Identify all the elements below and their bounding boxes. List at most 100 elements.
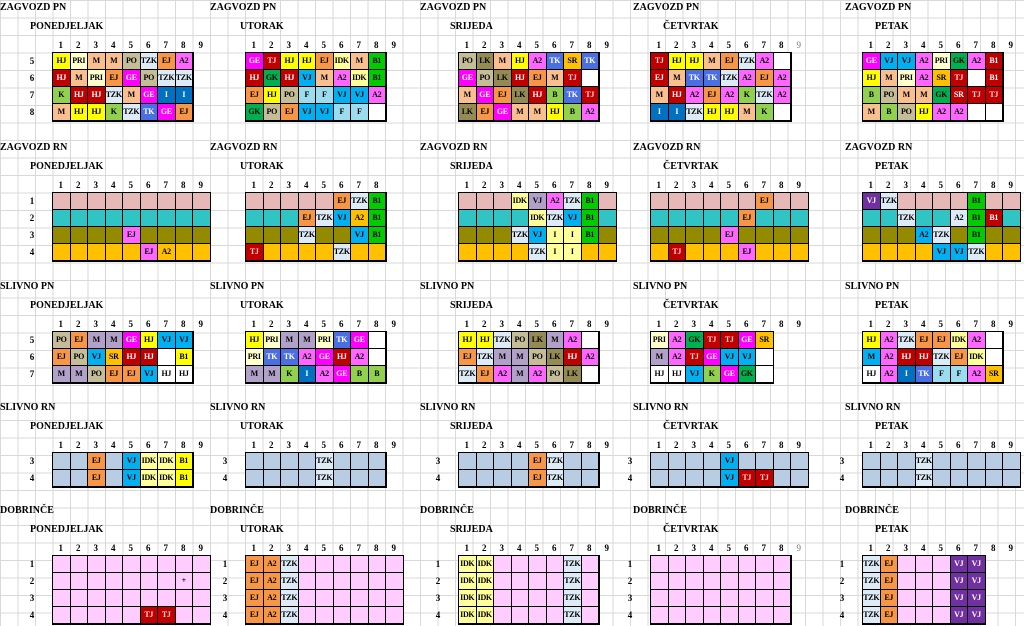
lesson-cell[interactable] — [933, 210, 951, 227]
lesson-cell[interactable] — [298, 590, 316, 607]
lesson-cell[interactable] — [123, 573, 141, 590]
lesson-cell[interactable] — [599, 244, 617, 261]
lesson-cell[interactable] — [53, 244, 71, 261]
lesson-cell[interactable]: HJ — [333, 349, 351, 366]
lesson-cell[interactable] — [686, 227, 704, 244]
lesson-cell[interactable]: VJ — [158, 332, 176, 349]
lesson-cell[interactable] — [105, 556, 123, 573]
lesson-cell[interactable]: TJ — [651, 53, 669, 70]
lesson-cell[interactable]: M — [511, 104, 529, 121]
lesson-cell[interactable]: M — [53, 104, 71, 121]
lesson-cell[interactable]: A2 — [158, 244, 176, 261]
lesson-cell[interactable] — [529, 573, 547, 590]
lesson-cell[interactable] — [651, 227, 669, 244]
lesson-cell[interactable]: F — [933, 366, 951, 383]
lesson-cell[interactable] — [651, 556, 669, 573]
lesson-cell[interactable]: HJ — [564, 349, 582, 366]
lesson-cell[interactable]: EJ — [246, 556, 264, 573]
lesson-cell[interactable]: IDK — [476, 607, 494, 624]
lesson-cell[interactable]: EJ — [529, 453, 547, 470]
lesson-cell[interactable]: TK — [281, 349, 299, 366]
lesson-cell[interactable]: HJ — [511, 70, 529, 87]
lesson-cell[interactable] — [459, 470, 477, 487]
lesson-cell[interactable]: IDK — [459, 556, 477, 573]
lesson-cell[interactable]: A2 — [368, 87, 386, 104]
lesson-cell[interactable] — [756, 349, 774, 366]
lesson-cell[interactable] — [773, 227, 791, 244]
lesson-cell[interactable]: K — [105, 104, 123, 121]
lesson-cell[interactable]: A2 — [175, 53, 193, 70]
lesson-cell[interactable]: EJ — [158, 53, 176, 70]
lesson-cell[interactable]: LK — [529, 332, 547, 349]
lesson-cell[interactable]: TZK — [175, 70, 193, 87]
lesson-cell[interactable] — [351, 244, 369, 261]
lesson-cell[interactable] — [756, 227, 774, 244]
lesson-cell[interactable]: EJ — [459, 349, 477, 366]
lesson-cell[interactable] — [581, 470, 599, 487]
lesson-cell[interactable] — [333, 607, 351, 624]
lesson-cell[interactable]: B1 — [368, 193, 386, 210]
lesson-cell[interactable]: VJ — [123, 470, 141, 487]
lesson-cell[interactable] — [721, 607, 739, 624]
lesson-cell[interactable]: A2 — [263, 573, 281, 590]
lesson-cell[interactable]: M — [651, 349, 669, 366]
lesson-cell[interactable]: A2 — [686, 87, 704, 104]
lesson-cell[interactable] — [738, 607, 756, 624]
lesson-cell[interactable] — [721, 210, 739, 227]
lesson-cell[interactable] — [476, 210, 494, 227]
lesson-cell[interactable]: TJ — [721, 332, 739, 349]
lesson-cell[interactable] — [1003, 244, 1021, 261]
lesson-cell[interactable] — [193, 556, 211, 573]
lesson-cell[interactable] — [950, 453, 968, 470]
lesson-cell[interactable]: GE — [459, 70, 477, 87]
lesson-cell[interactable] — [368, 470, 386, 487]
lesson-cell[interactable] — [898, 227, 916, 244]
lesson-cell[interactable]: TK — [703, 70, 721, 87]
lesson-cell[interactable]: PO — [263, 104, 281, 121]
lesson-cell[interactable] — [668, 470, 686, 487]
lesson-cell[interactable] — [123, 556, 141, 573]
lesson-cell[interactable] — [898, 607, 916, 624]
lesson-cell[interactable] — [773, 556, 791, 573]
lesson-cell[interactable]: EJ — [494, 87, 512, 104]
lesson-cell[interactable]: PO — [88, 366, 106, 383]
lesson-cell[interactable] — [738, 573, 756, 590]
lesson-cell[interactable]: IDK — [476, 573, 494, 590]
lesson-cell[interactable] — [140, 210, 158, 227]
lesson-cell[interactable]: B1 — [581, 193, 599, 210]
lesson-cell[interactable] — [494, 227, 512, 244]
lesson-cell[interactable] — [494, 607, 512, 624]
lesson-cell[interactable]: SR — [756, 332, 774, 349]
lesson-cell[interactable] — [511, 453, 529, 470]
lesson-cell[interactable]: EJ — [333, 193, 351, 210]
lesson-cell[interactable] — [53, 590, 71, 607]
lesson-cell[interactable]: M — [511, 366, 529, 383]
lesson-cell[interactable] — [933, 470, 951, 487]
lesson-cell[interactable] — [88, 590, 106, 607]
lesson-cell[interactable]: A2 — [773, 70, 791, 87]
lesson-cell[interactable] — [316, 227, 334, 244]
lesson-cell[interactable]: LK — [564, 366, 582, 383]
lesson-cell[interactable] — [985, 453, 1003, 470]
lesson-cell[interactable]: M — [898, 87, 916, 104]
lesson-cell[interactable]: TZK — [281, 556, 299, 573]
lesson-cell[interactable]: B1 — [368, 70, 386, 87]
lesson-cell[interactable]: TZK — [863, 590, 881, 607]
lesson-cell[interactable] — [863, 470, 881, 487]
lesson-cell[interactable]: VJ — [898, 53, 916, 70]
lesson-cell[interactable] — [880, 244, 898, 261]
lesson-cell[interactable] — [281, 227, 299, 244]
lesson-cell[interactable]: M — [298, 332, 316, 349]
lesson-cell[interactable]: HJ — [511, 53, 529, 70]
lesson-cell[interactable] — [863, 227, 881, 244]
lesson-cell[interactable]: TJ — [263, 53, 281, 70]
lesson-cell[interactable]: PO — [880, 87, 898, 104]
lesson-cell[interactable]: PRI — [263, 332, 281, 349]
lesson-cell[interactable] — [459, 453, 477, 470]
lesson-cell[interactable] — [898, 453, 916, 470]
lesson-cell[interactable] — [599, 227, 617, 244]
lesson-cell[interactable] — [281, 244, 299, 261]
lesson-cell[interactable] — [333, 573, 351, 590]
lesson-cell[interactable]: TJ — [950, 70, 968, 87]
lesson-cell[interactable]: TZK — [316, 453, 334, 470]
